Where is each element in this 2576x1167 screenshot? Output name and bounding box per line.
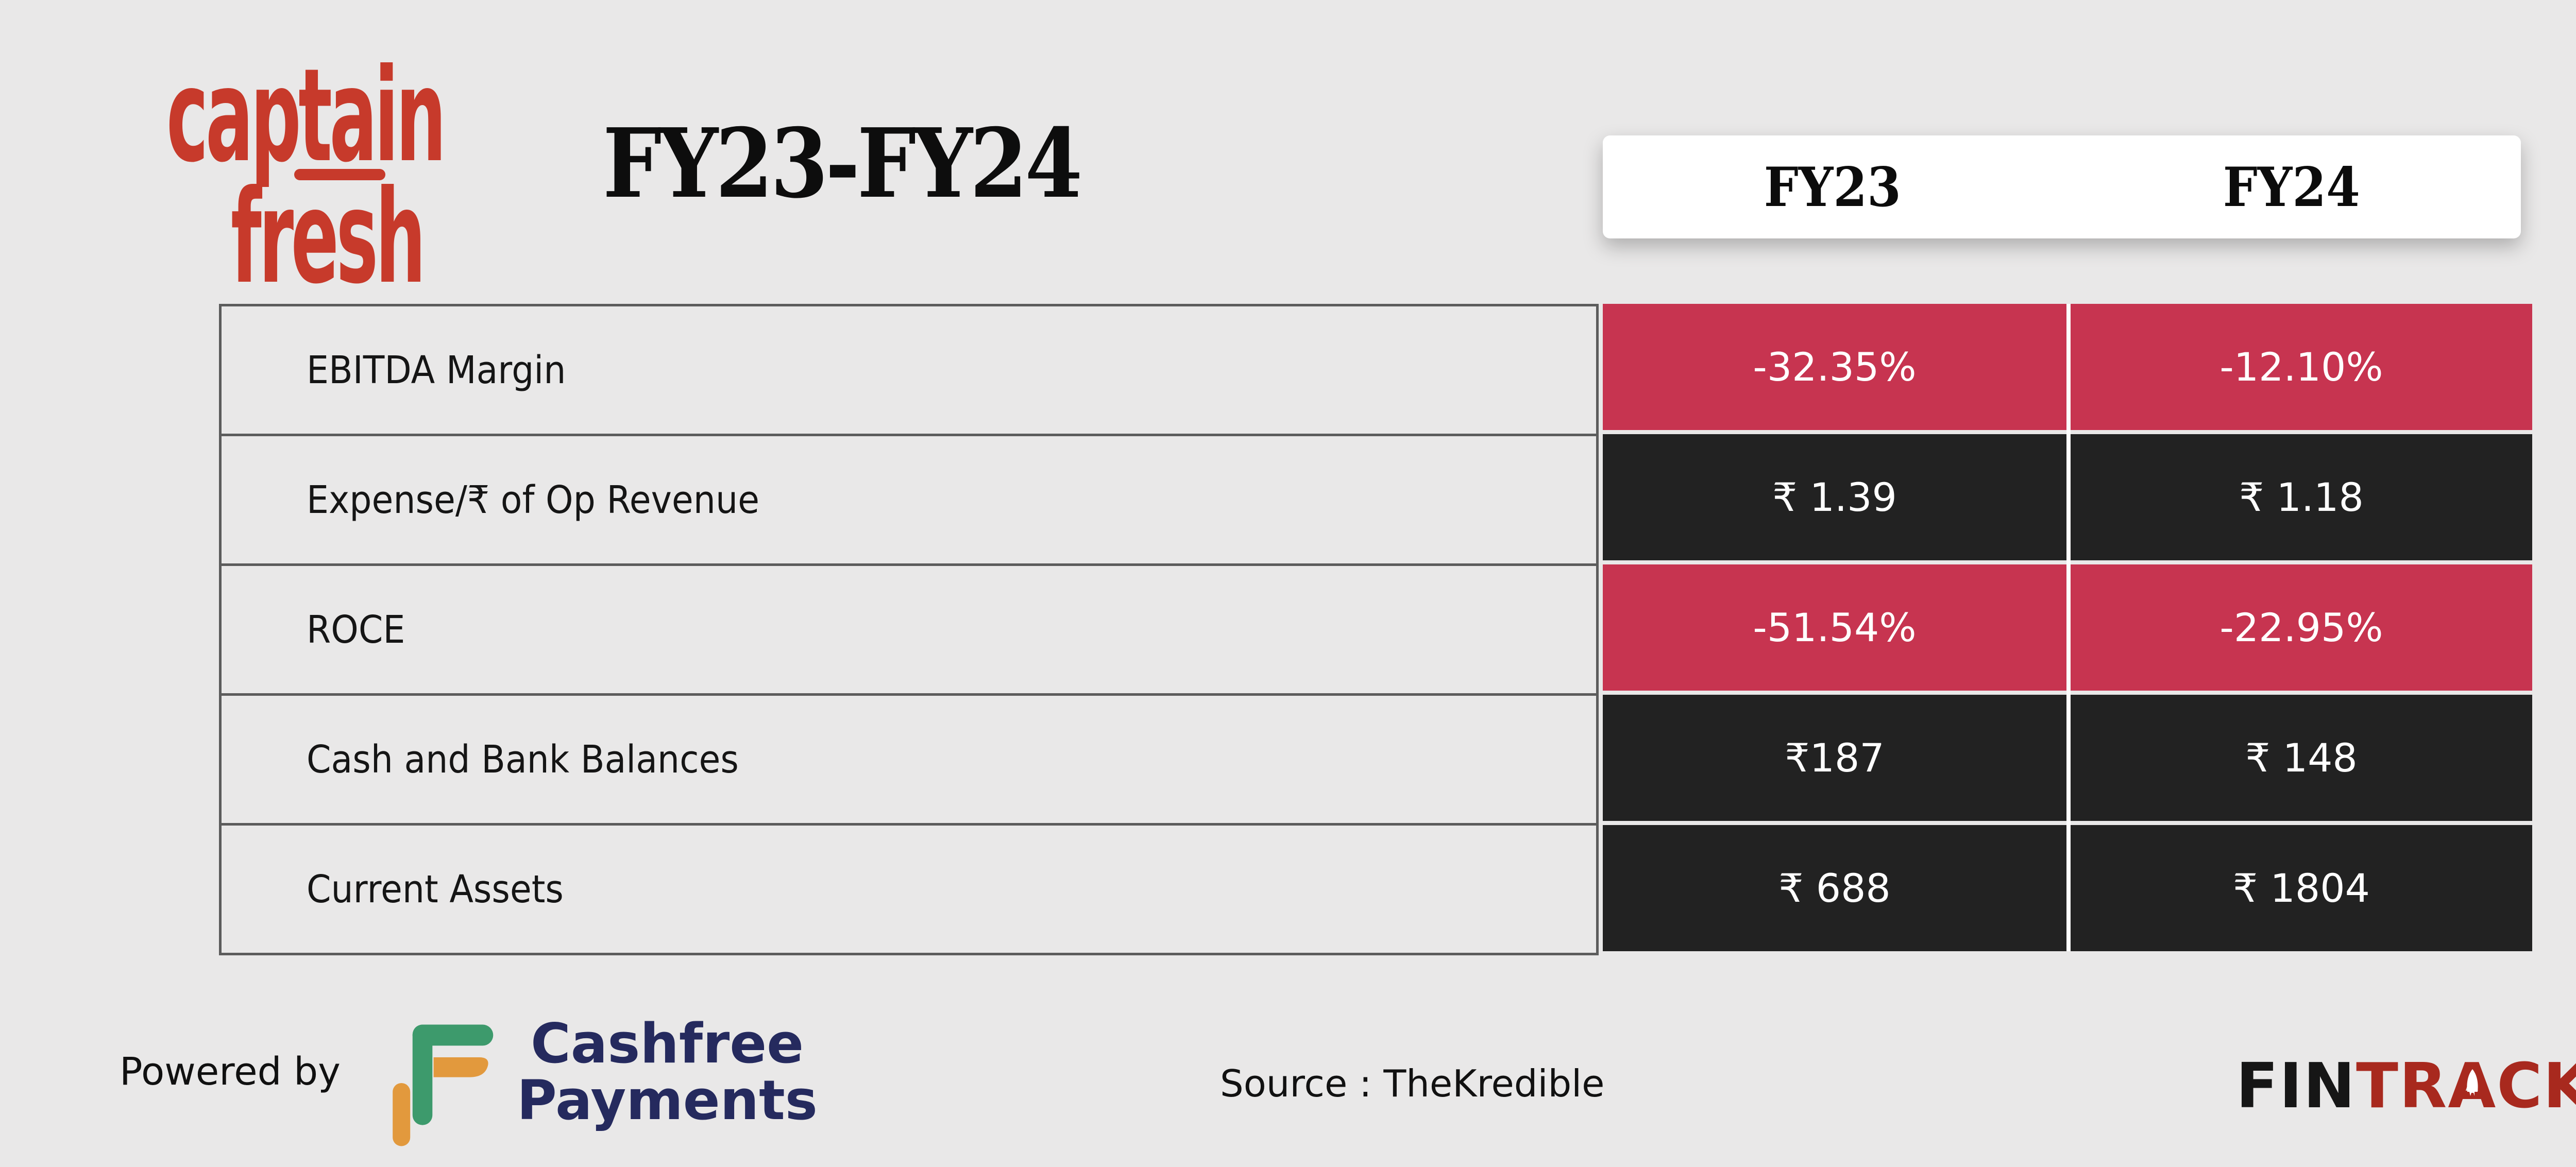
fintrackr-tr: TR [2356, 1051, 2448, 1122]
fy24-roce-cell: -22.95% [2071, 564, 2532, 691]
table-row-label-roce: ROCE [222, 566, 1596, 696]
captain-fresh-logo: captain [166, 52, 670, 180]
logo-word-captain: captain [166, 41, 446, 191]
fy24-ebitda-margin-cell: -12.10% [2071, 304, 2532, 430]
metric-label-panel: EBITDA Margin Expense/₹ of Op Revenue RO… [219, 304, 1599, 955]
fintrackr-ckr: CKR [2497, 1051, 2576, 1122]
table-row-label-ebitda-margin: EBITDA Margin [222, 306, 1596, 436]
fy23-current-assets-cell: ₹ 688 [1603, 825, 2066, 951]
cashfree-line: Cashfree [530, 1012, 804, 1075]
column-divider [2066, 304, 2071, 951]
year-header-fy23: FY23 [1764, 155, 1901, 219]
fy24-cash-bank-cell: ₹ 148 [2071, 695, 2532, 821]
fy24-value-column: -12.10% ₹ 1.18 -22.95% ₹ 148 ₹ 1804 [2071, 304, 2532, 951]
logo-word-fresh: fresh [231, 162, 426, 312]
powered-by-label: Powered by [120, 1050, 341, 1094]
fintrackr-a-with-rocket: A [2448, 1051, 2497, 1122]
table-row-label-current-assets: Current Assets [307, 867, 564, 912]
year-header-fy24: FY24 [2223, 155, 2360, 219]
fy23-expense-cell: ₹ 1.39 [1603, 434, 2066, 560]
table-row-label-cash-bank: Cash and Bank Balances [222, 696, 1596, 826]
payments-line: Payments [517, 1069, 818, 1132]
cashfree-logo-icon [393, 1024, 494, 1146]
source-credit: Source : TheKredible [1220, 1062, 1605, 1105]
fy23-ebitda-margin-cell: -32.35% [1603, 304, 2066, 430]
table-row-label-expense-per-rupee: Expense/₹ of Op Revenue [222, 436, 1596, 566]
fintrackr-fin: FIN [2236, 1051, 2357, 1122]
logo-word-fresh-wrap: fresh [231, 173, 580, 302]
fy24-expense-cell: ₹ 1.18 [2071, 434, 2532, 560]
fy23-roce-cell: -51.54% [1603, 564, 2066, 691]
fy24-current-assets-cell: ₹ 1804 [2071, 825, 2532, 951]
cashfree-payments-wordmark: Cashfree Payments [484, 1012, 850, 1132]
page-title: FY23-FY24 [603, 107, 1082, 219]
logo-divider-bar [294, 169, 385, 180]
fy23-cash-bank-cell: ₹187 [1603, 695, 2066, 821]
fintrackr-logo: FINTRACKR [2236, 1051, 2576, 1122]
rocket-icon [2467, 1069, 2478, 1096]
year-header-box: FY23 FY24 [1603, 135, 2521, 238]
fy23-value-column: -32.35% ₹ 1.39 -51.54% ₹187 ₹ 688 [1603, 304, 2066, 951]
